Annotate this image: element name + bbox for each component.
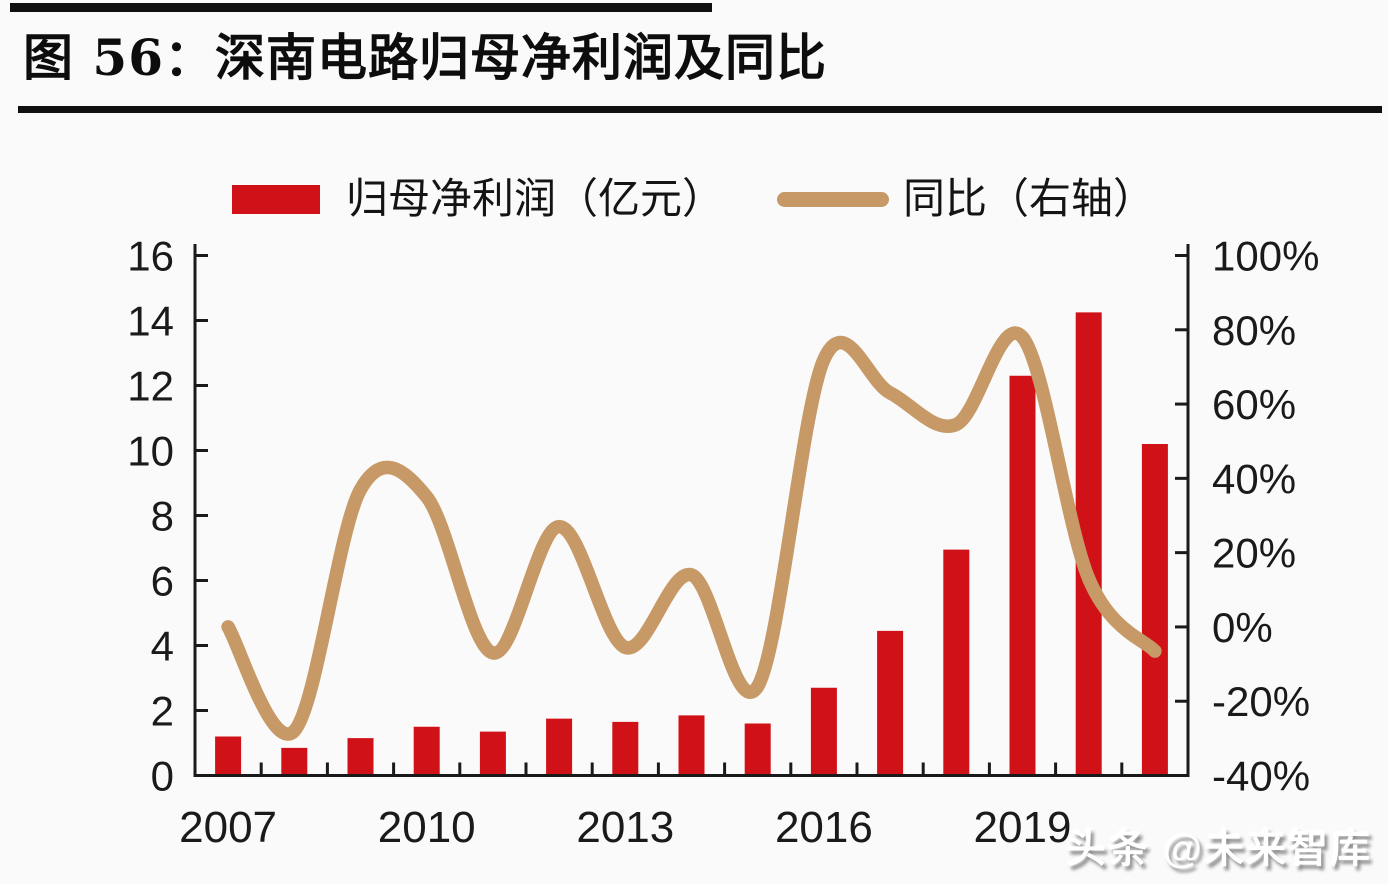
left-axis-label: 16 bbox=[127, 233, 174, 280]
left-axis-label: 2 bbox=[151, 688, 174, 735]
legend-line-label: 同比（右轴） bbox=[903, 174, 1156, 223]
bar-2007 bbox=[215, 736, 242, 776]
bar-2009 bbox=[347, 738, 374, 776]
x-axis-label: 2010 bbox=[378, 803, 476, 852]
bar-2011 bbox=[479, 731, 506, 776]
title-divider bbox=[18, 106, 1382, 113]
bar-2018 bbox=[943, 549, 970, 776]
bar-2021 bbox=[1141, 444, 1168, 776]
right-axis-label: 0% bbox=[1212, 604, 1273, 651]
yoy-line bbox=[221, 326, 1162, 741]
left-axis-label: 8 bbox=[151, 493, 174, 540]
bar-2017 bbox=[877, 630, 904, 776]
bar-2013 bbox=[612, 721, 639, 776]
right-axis-label: 40% bbox=[1212, 455, 1296, 502]
legend-line-swatch bbox=[777, 192, 889, 207]
right-axis-label: 60% bbox=[1212, 381, 1296, 428]
right-axis-label: 100% bbox=[1212, 233, 1319, 280]
left-axis-label: 6 bbox=[151, 558, 174, 605]
left-axis-label: 14 bbox=[127, 298, 174, 345]
bar-2008 bbox=[281, 747, 308, 776]
left-axis-label: 0 bbox=[151, 753, 174, 800]
left-axis-label: 10 bbox=[127, 428, 174, 475]
bar-2019 bbox=[1009, 375, 1036, 776]
x-axis-label: 2019 bbox=[974, 803, 1072, 852]
bar-2012 bbox=[546, 718, 573, 776]
bar-2010 bbox=[413, 726, 440, 776]
x-axis-label: 2013 bbox=[576, 803, 674, 852]
legend-bar-swatch bbox=[232, 185, 320, 214]
bar-2016 bbox=[810, 687, 837, 776]
left-axis-label: 12 bbox=[127, 363, 174, 410]
bar-2015 bbox=[744, 723, 771, 776]
x-axis-label: 2007 bbox=[179, 803, 277, 852]
right-axis-label: 80% bbox=[1212, 307, 1296, 354]
bar-2014 bbox=[678, 715, 705, 776]
figure-title: 图 56：深南电路归母净利润及同比 bbox=[23, 28, 827, 87]
x-axis-label: 2016 bbox=[775, 803, 873, 852]
watermark: 头条 @未来智库 bbox=[1065, 827, 1372, 871]
right-axis-label: 20% bbox=[1212, 530, 1296, 577]
left-axis-label: 4 bbox=[151, 623, 174, 670]
right-axis-label: -20% bbox=[1212, 678, 1310, 725]
legend-bar-label: 归母净利润（亿元） bbox=[346, 174, 725, 223]
right-axis-label: -40% bbox=[1212, 753, 1310, 800]
title-top-rule bbox=[10, 3, 712, 12]
